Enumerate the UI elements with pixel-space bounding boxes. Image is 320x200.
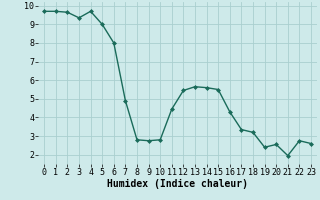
X-axis label: Humidex (Indice chaleur): Humidex (Indice chaleur) <box>107 179 248 189</box>
